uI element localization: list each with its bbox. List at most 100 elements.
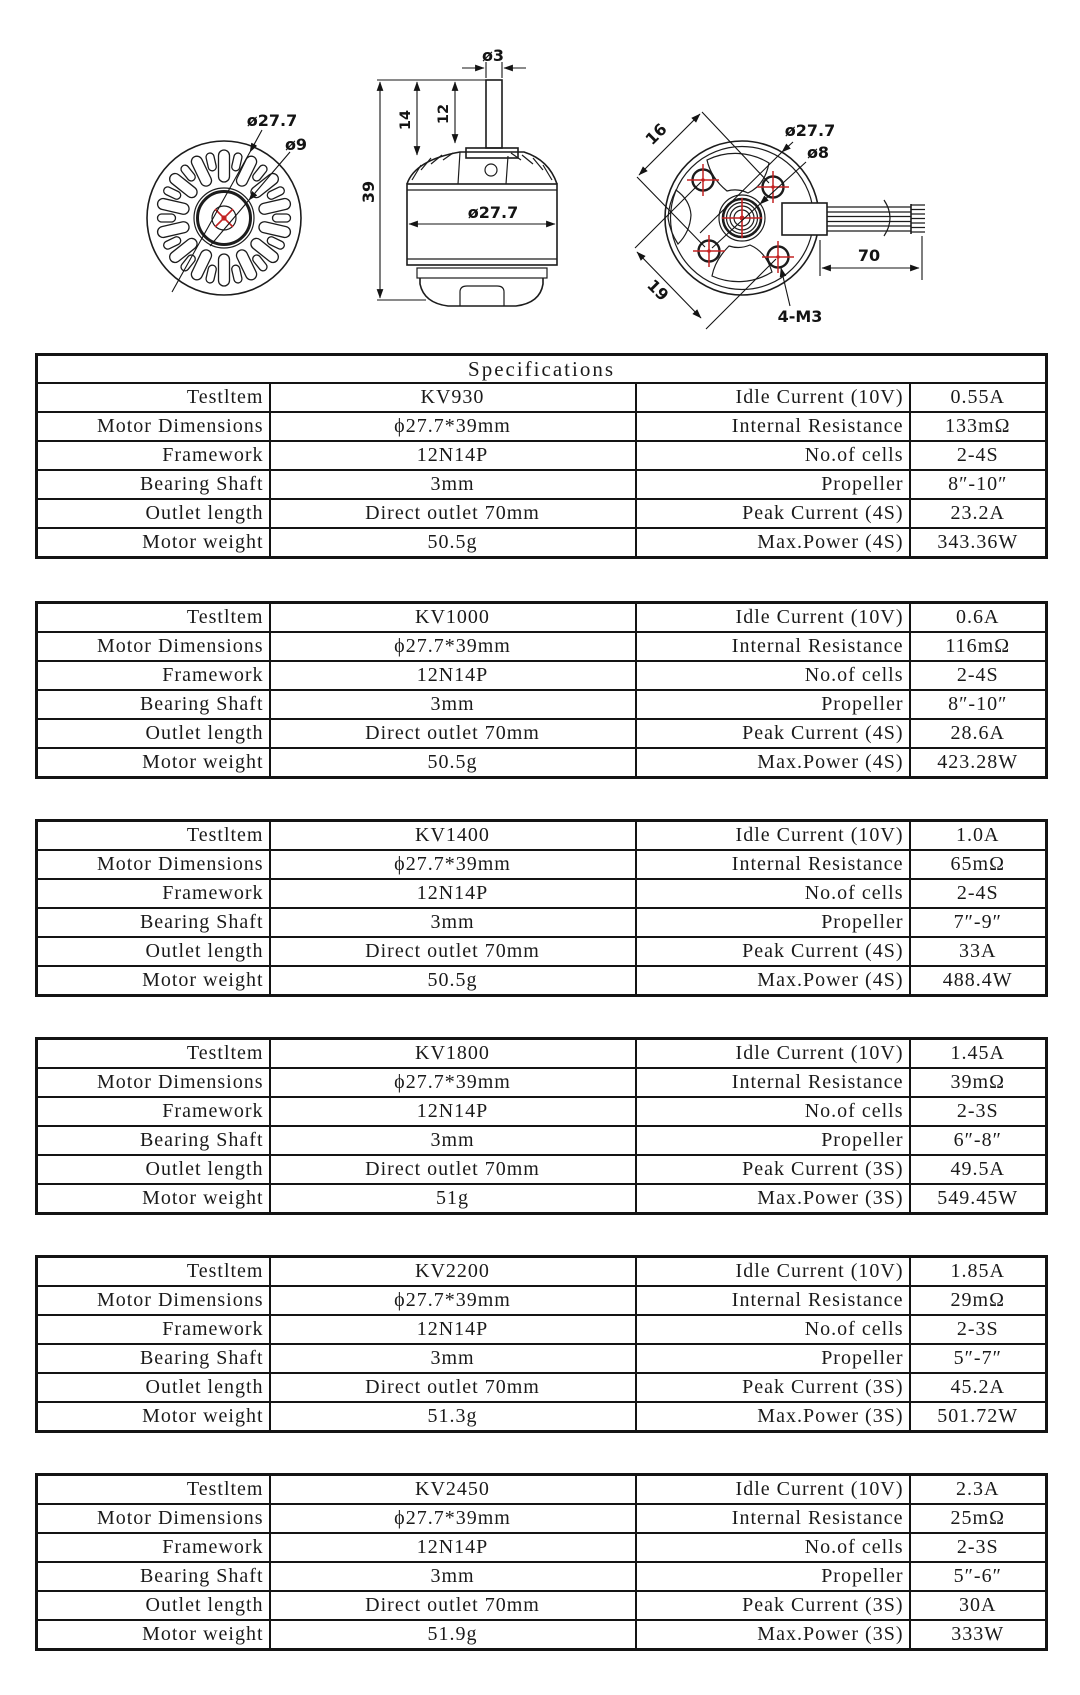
spec-value-cell: 333W [908, 1619, 1048, 1651]
spec-value-cell: ϕ27.7*39mm [268, 411, 637, 442]
spec-row: Framework 12N14P No.of cells 2-3S [35, 1532, 1048, 1563]
spec-label-cell: Testltem [35, 601, 271, 633]
spec-value-cell: 50.5g [268, 527, 637, 559]
spec-label-cell: Propeller [634, 1561, 911, 1592]
spec-row: Bearing Shaft 3mm Propeller 7″-9″ [35, 907, 1048, 938]
spec-table-kv1000: Testltem KV1000 Idle Current (10V) 0.6A Moto… [35, 601, 1048, 779]
shaft-hole-diameter-label: ø8 [807, 143, 829, 162]
total-height-label: 39 [359, 181, 378, 203]
spec-label-cell: Testltem [35, 382, 271, 413]
spec-label-cell: Internal Resistance [634, 849, 911, 880]
spec-label-cell: Internal Resistance [634, 411, 911, 442]
spec-label-cell: Peak Current (3S) [634, 1590, 911, 1621]
spec-row: Bearing Shaft 3mm Propeller 5″-6″ [35, 1561, 1048, 1592]
spec-value-cell: 51.9g [268, 1619, 637, 1651]
spec-value-cell: Direct outlet 70mm [268, 498, 637, 529]
wire-length-label: 70 [858, 246, 880, 265]
spec-value-cell: 29mΩ [908, 1285, 1048, 1316]
spec-label-cell: Motor weight [35, 1619, 271, 1651]
spec-row: Motor Dimensions ϕ27.7*39mm Internal Resis… [35, 849, 1048, 880]
spec-label-cell: Framework [35, 440, 271, 471]
spec-value-cell: 2.3A [908, 1473, 1048, 1505]
spec-value-cell: 2-3S [908, 1314, 1048, 1345]
spec-label-cell: Internal Resistance [634, 1067, 911, 1098]
spec-label-cell: Motor weight [35, 527, 271, 559]
spec-label-cell: Outlet length [35, 1372, 271, 1403]
spec-table-kv1800: Testltem KV1800 Idle Current (10V) 1.45A Mot… [35, 1037, 1048, 1215]
shaft-diameter-label: ø3 [482, 46, 504, 65]
spec-value-cell: 49.5A [908, 1154, 1048, 1185]
spec-title-row: Specifications [35, 353, 1048, 384]
spec-value-cell: 549.45W [908, 1183, 1048, 1215]
spec-value-cell: 8″-10″ [908, 469, 1048, 500]
spec-value-cell: 30A [908, 1590, 1048, 1621]
spec-label-cell: No.of cells [634, 878, 911, 909]
spec-title: Specifications [35, 353, 1048, 384]
spec-value-cell: 23.2A [908, 498, 1048, 529]
spec-value-cell: KV1800 [268, 1037, 637, 1069]
spec-row: Framework 12N14P No.of cells 2-4S [35, 878, 1048, 909]
spec-label-cell: Motor Dimensions [35, 1285, 271, 1316]
spec-value-cell: 5″-6″ [908, 1561, 1048, 1592]
spec-label-cell: Outlet length [35, 718, 271, 749]
spec-label-cell: Propeller [634, 907, 911, 938]
spec-label-cell: No.of cells [634, 1096, 911, 1127]
spec-row: Outlet length Direct outlet 70mm Peak Curr… [35, 718, 1048, 749]
spec-value-cell: KV1000 [268, 601, 637, 633]
spec-value-cell: 12N14P [268, 1314, 637, 1345]
spec-table-kv930: Specifications Testltem KV930 Idle Current… [35, 353, 1049, 559]
spec-row: Bearing Shaft 3mm Propeller 6″-8″ [35, 1125, 1048, 1156]
spec-value-cell: 12N14P [268, 440, 637, 471]
spec-label-cell: Idle Current (10V) [634, 382, 911, 413]
spec-row: Testltem KV2450 Idle Current (10V) 2.3A [35, 1473, 1048, 1505]
spec-value-cell: 0.55A [908, 382, 1048, 413]
spec-label-cell: Outlet length [35, 936, 271, 967]
spec-value-cell: KV1400 [268, 819, 637, 851]
dim-12-label: 12 [436, 104, 452, 124]
spec-value-cell: 12N14P [268, 660, 637, 691]
spec-label-cell: Propeller [634, 689, 911, 720]
spec-label-cell: Bearing Shaft [35, 1561, 271, 1592]
spec-row: Motor Dimensions ϕ27.7*39mm Internal Resis… [35, 411, 1048, 442]
hole-pitch-16-label: 16 [642, 120, 671, 149]
spec-row: Testltem KV2200 Idle Current (10V) 1.85A [35, 1255, 1048, 1287]
spec-value-cell: 65mΩ [908, 849, 1048, 880]
spec-value-cell: 28.6A [908, 718, 1048, 749]
spec-label-cell: Motor weight [35, 1401, 271, 1433]
spec-value-cell: 51.3g [268, 1401, 637, 1433]
spec-label-cell: Framework [35, 1096, 271, 1127]
spec-value-cell: 50.5g [268, 747, 637, 779]
spec-value-cell: Direct outlet 70mm [268, 718, 637, 749]
spec-label-cell: Motor weight [35, 747, 271, 779]
spec-label-cell: Peak Current (3S) [634, 1154, 911, 1185]
front-view-drawing: ø27.7 ø9 [146, 111, 307, 296]
spec-label-cell: Motor Dimensions [35, 1067, 271, 1098]
spec-label-cell: Idle Current (10V) [634, 601, 911, 633]
spec-label-cell: Internal Resistance [634, 1285, 911, 1316]
spec-label-cell: Testltem [35, 1473, 271, 1505]
spec-value-cell: 3mm [268, 907, 637, 938]
rear-view-drawing: 16 19 ø27.7 ø8 70 4-M3 [634, 111, 925, 330]
spec-label-cell: No.of cells [634, 440, 911, 471]
spec-value-cell: 0.6A [908, 601, 1048, 633]
spec-label-cell: No.of cells [634, 1532, 911, 1563]
spec-value-cell: 3mm [268, 1343, 637, 1374]
spec-value-cell: 488.4W [908, 965, 1048, 997]
body-diameter-label: ø27.7 [468, 203, 518, 222]
mount-holes-spec-label: 4-M3 [778, 307, 823, 326]
spec-label-cell: Internal Resistance [634, 631, 911, 662]
spec-row: Framework 12N14P No.of cells 2-3S [35, 1096, 1048, 1127]
spec-label-cell: Motor weight [35, 1183, 271, 1215]
spec-label-cell: Idle Current (10V) [634, 819, 911, 851]
spec-row: Motor weight 51.9g Max.Power (3S) 333W [35, 1619, 1048, 1651]
spec-value-cell: 12N14P [268, 1096, 637, 1127]
spec-label-cell: Max.Power (3S) [634, 1619, 911, 1651]
spec-label-cell: Motor Dimensions [35, 631, 271, 662]
spec-label-cell: Propeller [634, 1343, 911, 1374]
spec-value-cell: 2-4S [908, 440, 1048, 471]
spec-value-cell: 50.5g [268, 965, 637, 997]
side-view-drawing: ø3 39 14 12 ø27.7 [359, 46, 558, 307]
spec-value-cell: 1.0A [908, 819, 1048, 851]
spec-row: Motor weight 51.3g Max.Power (3S) 501.72W [35, 1401, 1048, 1433]
spec-row: Bearing Shaft 3mm Propeller 5″-7″ [35, 1343, 1048, 1374]
